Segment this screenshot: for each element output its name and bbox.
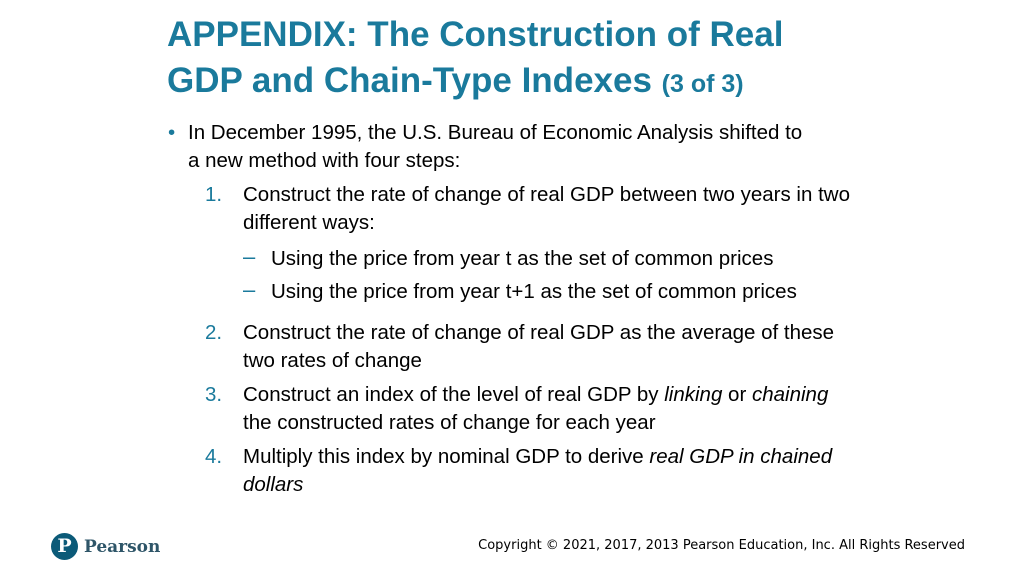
step-text: linking	[664, 383, 723, 406]
step: 4. Multiply this index by nominal GDP to …	[168, 443, 858, 498]
logo: P Pearson	[51, 533, 160, 560]
sub-item: Using the price from year t as the set o…	[168, 243, 856, 273]
step-text: chaining	[751, 383, 829, 406]
step-text: Construct the rate of change of real GDP…	[243, 321, 835, 372]
step-text: the constructed rates of change for each…	[243, 410, 656, 434]
step: 2. Construct the rate of change of real G…	[168, 319, 858, 374]
copyright: Copyright © 2021, 2017, 2013 Pearson Edu…	[478, 538, 965, 553]
step-number: 4.	[205, 445, 223, 468]
step-number: 2.	[205, 321, 223, 344]
title-text: APPENDIX: The Construction of Real GDP a…	[167, 15, 784, 100]
step-text: or	[722, 383, 752, 406]
step: 3. Construct an index of the level of rea…	[168, 381, 858, 436]
bullet: In December 1995, the U.S. Bureau of Eco…	[168, 119, 808, 174]
subitems: Using the price from year t as the set o…	[168, 243, 868, 306]
logo-word: Pearson	[84, 536, 161, 557]
sub-item: Using the price from year t+1 as the set…	[168, 276, 856, 306]
step-text: real GDP in chained dollars	[243, 445, 833, 496]
step-number: 1.	[205, 183, 223, 206]
title-part: (3 of 3)	[661, 70, 744, 98]
content: In December 1995, the U.S. Bureau of Eco…	[168, 119, 868, 498]
step-number: 3.	[205, 383, 223, 406]
step-text: Construct an index of the level of real …	[243, 383, 665, 406]
step-text: Multiply this index by nominal GDP to de…	[243, 445, 650, 468]
step-text: Construct the rate of change of real GDP…	[243, 183, 850, 234]
slide-title: APPENDIX: The Construction of Real GDP a…	[167, 12, 867, 107]
step: 1. Construct the rate of change of real G…	[168, 181, 858, 236]
logo-mark: P	[51, 533, 78, 560]
